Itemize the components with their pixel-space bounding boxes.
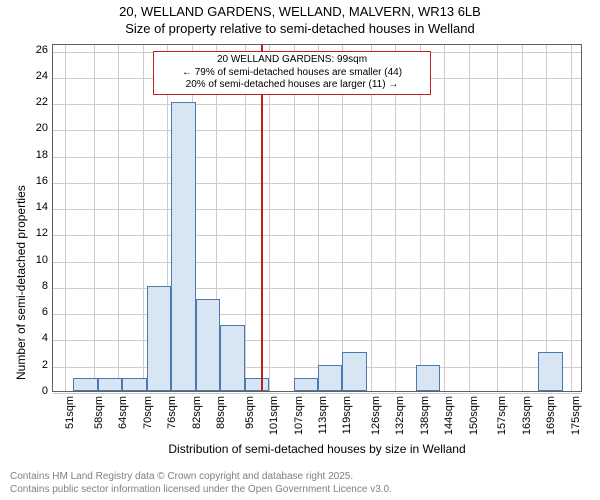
- x-tick-label: 70sqm: [142, 396, 154, 442]
- x-tick-label: 132sqm: [394, 396, 406, 442]
- gridline-v: [318, 45, 319, 391]
- x-tick-label: 119sqm: [341, 396, 353, 442]
- annotation-line-2: ← 79% of semi-detached houses are smalle…: [158, 67, 426, 80]
- x-tick-label: 163sqm: [521, 396, 533, 442]
- histogram-bar: [196, 299, 220, 391]
- y-tick-label: 2: [28, 359, 48, 371]
- gridline-v: [143, 45, 144, 391]
- x-tick-label: 150sqm: [468, 396, 480, 442]
- x-tick-label: 169sqm: [545, 396, 557, 442]
- gridline-v: [395, 45, 396, 391]
- plot-area: 20 WELLAND GARDENS: 99sqm← 79% of semi-d…: [52, 44, 582, 392]
- gridline-h: [53, 262, 581, 263]
- gridline-h: [53, 393, 581, 394]
- x-tick-label: 64sqm: [117, 396, 129, 442]
- gridline-h: [53, 157, 581, 158]
- gridline-v: [371, 45, 372, 391]
- footer-line-2: Contains public sector information licen…: [10, 484, 392, 497]
- gridline-v: [571, 45, 572, 391]
- gridline-h: [53, 288, 581, 289]
- x-tick-label: 51sqm: [64, 396, 76, 442]
- gridline-h: [53, 183, 581, 184]
- x-tick-label: 113sqm: [317, 396, 329, 442]
- histogram-bar: [171, 102, 195, 391]
- gridline-v: [522, 45, 523, 391]
- gridline-v: [444, 45, 445, 391]
- annotation-line-3: 20% of semi-detached houses are larger (…: [158, 79, 426, 92]
- y-tick-label: 6: [28, 306, 48, 318]
- y-tick-label: 0: [28, 385, 48, 397]
- title-line-1: 20, WELLAND GARDENS, WELLAND, MALVERN, W…: [0, 4, 600, 21]
- y-tick-label: 20: [28, 122, 48, 134]
- gridline-v: [469, 45, 470, 391]
- histogram-bar: [318, 365, 342, 391]
- y-tick-label: 22: [28, 96, 48, 108]
- gridline-v: [245, 45, 246, 391]
- histogram-bar: [416, 365, 440, 391]
- histogram-bar: [220, 325, 244, 391]
- gridline-v: [342, 45, 343, 391]
- gridline-v: [546, 45, 547, 391]
- gridline-h: [53, 209, 581, 210]
- y-axis-label: Number of semi-detached properties: [14, 185, 28, 380]
- gridline-v: [294, 45, 295, 391]
- gridline-v: [420, 45, 421, 391]
- gridline-v: [65, 45, 66, 391]
- histogram-bar: [294, 378, 318, 391]
- gridline-h: [53, 104, 581, 105]
- y-tick-label: 12: [28, 227, 48, 239]
- y-tick-label: 4: [28, 332, 48, 344]
- gridline-h: [53, 314, 581, 315]
- annotation-line-1: 20 WELLAND GARDENS: 99sqm: [158, 54, 426, 67]
- x-tick-label: 157sqm: [496, 396, 508, 442]
- gridline-v: [269, 45, 270, 391]
- x-tick-label: 175sqm: [570, 396, 582, 442]
- x-tick-label: 82sqm: [191, 396, 203, 442]
- histogram-bar: [98, 378, 122, 391]
- y-tick-label: 16: [28, 175, 48, 187]
- annotation-box: 20 WELLAND GARDENS: 99sqm← 79% of semi-d…: [153, 51, 431, 95]
- gridline-h: [53, 340, 581, 341]
- x-tick-label: 126sqm: [370, 396, 382, 442]
- gridline-h: [53, 130, 581, 131]
- x-tick-label: 88sqm: [215, 396, 227, 442]
- y-tick-label: 10: [28, 254, 48, 266]
- x-axis-label: Distribution of semi-detached houses by …: [52, 442, 582, 456]
- histogram-bar: [73, 378, 97, 391]
- gridline-v: [118, 45, 119, 391]
- x-tick-label: 101sqm: [268, 396, 280, 442]
- x-tick-label: 107sqm: [293, 396, 305, 442]
- histogram-bar: [122, 378, 146, 391]
- x-tick-label: 95sqm: [244, 396, 256, 442]
- y-tick-label: 8: [28, 280, 48, 292]
- gridline-h: [53, 367, 581, 368]
- title-line-2: Size of property relative to semi-detach…: [0, 21, 600, 38]
- histogram-bar: [245, 378, 269, 391]
- chart-title: 20, WELLAND GARDENS, WELLAND, MALVERN, W…: [0, 0, 600, 38]
- histogram-bar: [538, 352, 562, 391]
- x-tick-label: 58sqm: [93, 396, 105, 442]
- gridline-v: [94, 45, 95, 391]
- histogram-bar: [147, 286, 171, 391]
- footer-note: Contains HM Land Registry data © Crown c…: [10, 471, 392, 496]
- gridline-v: [497, 45, 498, 391]
- x-tick-label: 144sqm: [443, 396, 455, 442]
- y-tick-label: 14: [28, 201, 48, 213]
- footer-line-1: Contains HM Land Registry data © Crown c…: [10, 471, 392, 484]
- y-tick-label: 24: [28, 70, 48, 82]
- histogram-bar: [342, 352, 366, 391]
- x-tick-label: 76sqm: [166, 396, 178, 442]
- y-tick-label: 18: [28, 149, 48, 161]
- gridline-h: [53, 235, 581, 236]
- x-tick-label: 138sqm: [419, 396, 431, 442]
- property-marker-line: [261, 45, 263, 391]
- y-tick-label: 26: [28, 44, 48, 56]
